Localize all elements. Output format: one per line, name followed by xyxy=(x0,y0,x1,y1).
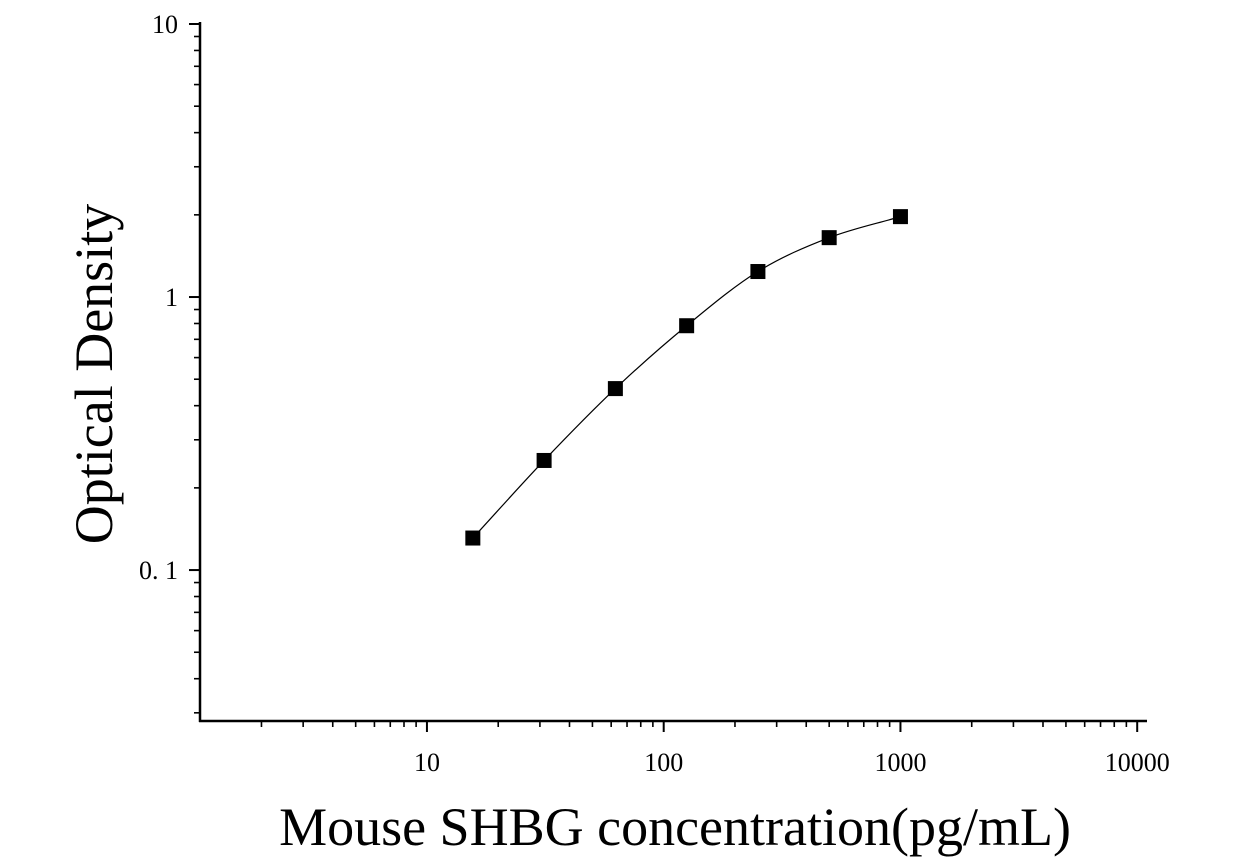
y-tick-label: 1 xyxy=(165,283,178,312)
fit-curve xyxy=(472,216,901,539)
x-tick-label: 100 xyxy=(644,748,683,777)
tick-labels: 10 100 1000 10000 0. 1 1 10 xyxy=(139,10,1170,777)
x-axis-title: Mouse SHBG concentration(pg/mL) xyxy=(279,797,1071,857)
axes xyxy=(198,22,1147,723)
data-points xyxy=(465,209,908,546)
y-tick-label: 10 xyxy=(152,10,178,39)
data-point xyxy=(679,318,695,334)
data-point xyxy=(750,264,766,280)
x-tick-label: 10 xyxy=(414,748,440,777)
data-point xyxy=(892,209,908,225)
y-axis-title: Optical Density xyxy=(64,204,124,544)
y-tick-label: 0. 1 xyxy=(139,556,178,585)
data-point xyxy=(821,230,837,246)
data-point xyxy=(536,452,552,468)
data-point xyxy=(465,530,481,546)
x-tick-label: 1000 xyxy=(874,748,926,777)
tick-marks xyxy=(189,23,1139,732)
data-point xyxy=(607,381,623,397)
x-tick-label: 10000 xyxy=(1105,748,1170,777)
